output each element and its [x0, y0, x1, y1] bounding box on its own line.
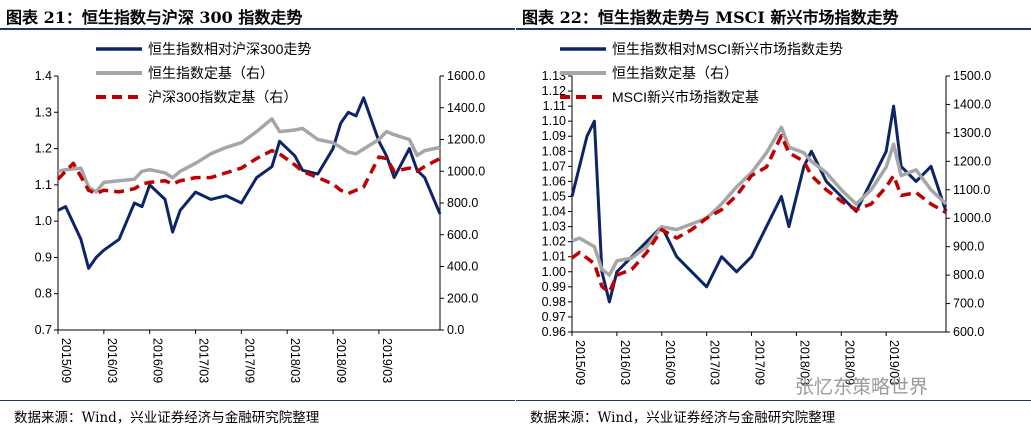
- y-left-tick-label: 1.05: [542, 189, 566, 203]
- x-tick-label: 2016/09: [151, 338, 165, 383]
- x-tick-label: 2016/03: [618, 340, 632, 385]
- y-right-tick-label: 900.0: [953, 240, 984, 254]
- y-right-tick-label: 1400.0: [953, 97, 991, 111]
- source-bar: 数据来源：Wind，兴业证券经济与金融研究院整理: [0, 400, 515, 429]
- y-right-tick-label: 1200.0: [447, 133, 485, 147]
- y-right-tick-label: 400.0: [447, 260, 478, 274]
- y-right-tick-label: 200.0: [447, 291, 478, 305]
- x-tick-label: 2017/03: [197, 338, 211, 383]
- y-left-tick-label: 0.96: [542, 325, 566, 339]
- y-right-tick-label: 1300.0: [953, 126, 991, 140]
- y-right-tick-label: 800.0: [953, 268, 984, 282]
- series-line-gray: [57, 117, 441, 194]
- legend-label: 恒生指数相对沪深300走势: [148, 41, 311, 57]
- y-left-tick-label: 0.99: [542, 280, 566, 294]
- y-left-tick-label: 1.11: [543, 99, 566, 113]
- y-left-tick-label: 1.12: [542, 84, 566, 98]
- chart-panel-hsi-vs-msci-em: 图表 22：恒生指数走势与 MSCI 新兴市场指数走势 0.96 0.97 0.98…: [516, 0, 1031, 429]
- y-left-tick-label: 1.04: [542, 205, 566, 219]
- x-tick-label: 2017/09: [242, 338, 256, 383]
- chart-title-bar: 图表 21：恒生指数与沪深 300 指数走势: [0, 0, 515, 30]
- x-tick-label: 2015/09: [59, 338, 73, 383]
- x-tick-label: 2017/03: [708, 340, 722, 385]
- y-left-tick-label: 1.0: [35, 214, 52, 228]
- x-tick-label: 2019/03: [380, 338, 394, 383]
- y-right-tick-label: 1000.0: [447, 164, 485, 178]
- y-right-tick-label: 1200.0: [953, 154, 991, 168]
- watermark: 张忆东策略世界: [795, 376, 929, 398]
- y-left-tick-label: 1.08: [542, 144, 566, 158]
- legend-label: MSCI新兴市场指数定基: [612, 89, 759, 105]
- series-line-navy: [57, 96, 442, 270]
- chart-title: 图表 21：恒生指数与沪深 300 指数走势: [6, 8, 303, 27]
- y-left-tick-label: 1.2: [35, 142, 52, 156]
- y-left-tick-label: 1.00: [542, 265, 566, 279]
- chart-panel-hsi-vs-csi300: 图表 21：恒生指数与沪深 300 指数走势 0.7 0.8 0.9 1.0 1.1 1.…: [0, 0, 515, 429]
- x-tick-label: 2018/09: [334, 338, 348, 383]
- source-note: 数据来源：Wind，兴业证券经济与金融研究院整理: [14, 410, 320, 426]
- y-right-tick-label: 600.0: [447, 228, 478, 242]
- y-right-tick-label: 800.0: [447, 196, 478, 210]
- chart-svg-left: 0.7 0.8 0.9 1.0 1.1 1.2 1.3 1.4 0.0 200.0 400.0 600…: [35, 41, 486, 383]
- y-right-tick-label: 1600.0: [447, 69, 485, 83]
- legend-label: 沪深300指数定基（右）: [148, 89, 297, 105]
- y-left-tick-label: 1.3: [35, 105, 52, 119]
- x-tick-label: 2018/03: [288, 338, 302, 383]
- x-tick-label: 2019/03: [887, 340, 901, 385]
- series-line-navy: [570, 104, 948, 304]
- y-left-tick-label: 1.10: [542, 114, 566, 128]
- legend-label: 恒生指数定基（右）: [148, 65, 274, 81]
- y-left-tick-label: 1.09: [542, 129, 566, 143]
- y-right-tick-label: 600.0: [953, 325, 984, 339]
- y-left-tick-label: 1.02: [542, 235, 566, 249]
- chart-title-bar: 图表 22：恒生指数走势与 MSCI 新兴市场指数走势: [516, 0, 1031, 30]
- y-right-tick-label: 700.0: [953, 297, 984, 311]
- x-tick-label: 2018/03: [797, 340, 811, 385]
- legend-label: 恒生指数定基（右）: [612, 65, 738, 81]
- series-line-gray: [571, 125, 948, 277]
- y-right-tick-label: 1100.0: [953, 183, 990, 197]
- x-tick-label: 2017/09: [753, 340, 767, 385]
- y-left-tick-label: 1.07: [542, 159, 566, 173]
- chart-svg-right: 0.960.970.980.991.001.011.021.031.04 1.05…: [542, 41, 992, 385]
- y-left-tick-label: 0.8: [35, 287, 52, 301]
- x-tick-label: 2016/03: [105, 338, 119, 383]
- x-tick-label: 2016/09: [663, 340, 677, 385]
- y-left-tick-label: 1.1: [35, 178, 52, 192]
- x-tick-label: 2018/09: [842, 340, 856, 385]
- y-right-tick-label: 1000.0: [953, 211, 991, 225]
- y-left-tick-label: 0.7: [35, 323, 52, 337]
- y-left-tick-label: 1.4: [35, 69, 52, 83]
- chart-title: 图表 22：恒生指数走势与 MSCI 新兴市场指数走势: [522, 8, 899, 27]
- y-left-tick-label: 0.98: [542, 295, 566, 309]
- y-left-tick-label: 0.9: [35, 250, 52, 264]
- y-left-tick-label: 0.97: [542, 310, 566, 324]
- y-left-tick-label: 1.03: [542, 220, 566, 234]
- panel-divider: [515, 0, 516, 429]
- y-right-tick-label: 1400.0: [447, 101, 485, 115]
- y-left-tick-label: 1.13: [542, 69, 566, 83]
- y-right-tick-label: 0.0: [447, 323, 464, 337]
- legend-label: 恒生指数相对MSCI新兴市场指数走势: [612, 41, 843, 57]
- y-left-tick-label: 1.01: [542, 250, 566, 264]
- source-note: 数据来源：Wind，兴业证券经济与金融研究院整理: [530, 410, 836, 426]
- series-line-red: [56, 148, 441, 196]
- x-tick-label: 2015/09: [573, 340, 587, 385]
- y-right-tick-label: 1500.0: [953, 69, 991, 83]
- y-left-tick-label: 1.06: [542, 174, 566, 188]
- source-bar: 数据来源：Wind，兴业证券经济与金融研究院整理: [516, 400, 1031, 429]
